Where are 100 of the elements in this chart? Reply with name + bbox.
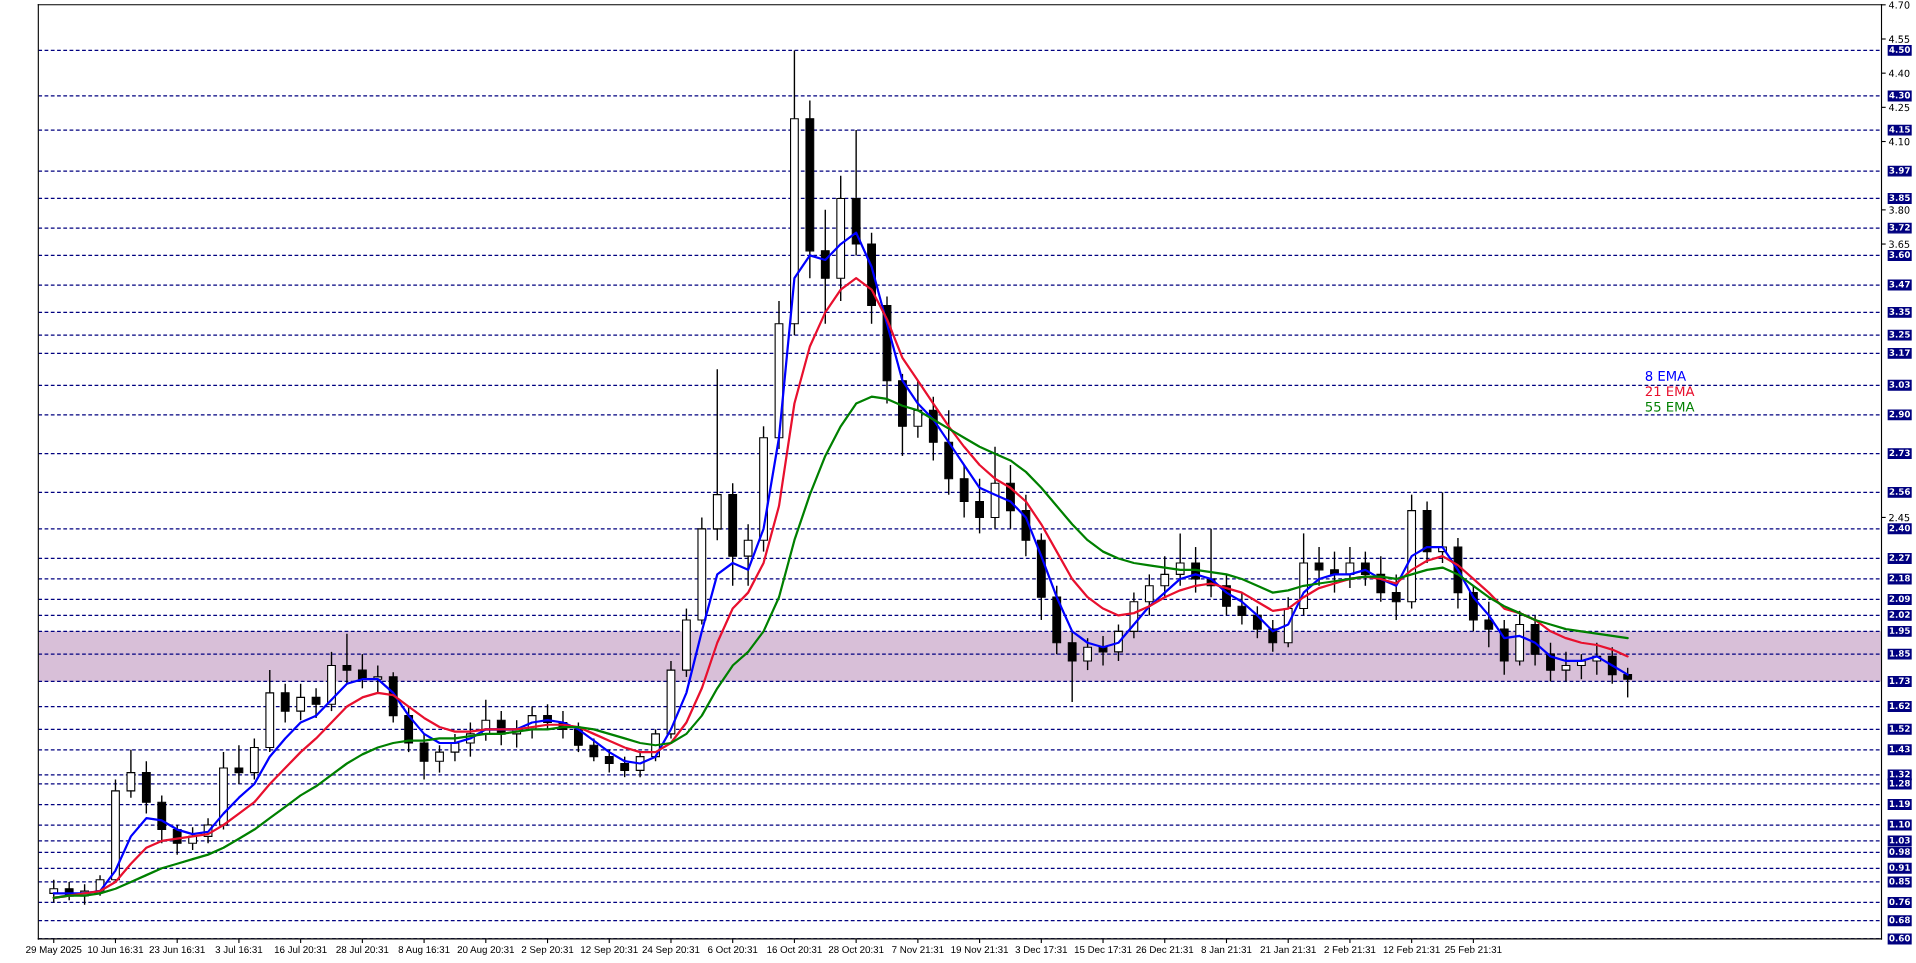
candlestick [573,721,583,753]
x-tick-label: 3 Dec 17:31 [1015,946,1068,954]
candlestick [311,687,321,719]
y-tick-label: 4.10 [1888,137,1910,146]
x-tick-label: 23 Jun 16:31 [149,946,205,954]
x-tick-label: 19 Nov 21:31 [951,946,1009,954]
ref-line-label: 3.97 [1889,167,1910,174]
x-tick-label: 20 Aug 20:31 [457,946,514,955]
ref-line-label: 1.43 [1889,745,1910,753]
ref-line-label: 3.25 [1889,331,1910,338]
ref-line-label: 0.68 [1889,916,1910,924]
x-tick-label: 8 Aug 16:31 [398,946,450,955]
ref-line-label: 0.85 [1889,877,1910,885]
text: 55 EMA [1645,401,1695,412]
candlestick [280,683,290,724]
y-tick-label: 4.40 [1888,69,1910,77]
candlestick [435,744,444,774]
ref-line-label: 1.03 [1889,836,1910,844]
ref-line-label: 0.60 [1889,934,1911,942]
x-tick-label: 12 Feb 21:31 [1383,945,1440,954]
x-tick-label: 3 Jul 16:31 [215,945,263,954]
ref-line-label: 3.85 [1889,194,1910,202]
candlestick [1546,642,1555,683]
ref-line-label: 0.91 [1889,864,1910,871]
candlestick [589,737,599,762]
ref-line-label: 0.76 [1889,898,1910,906]
ref-line-label: 2.90 [1889,410,1911,418]
ref-line-label: 2.56 [1889,488,1910,495]
y-tick-label: 4.70 [1888,1,1910,9]
x-tick-label: 10 Jun 16:31 [88,946,144,954]
candlestick [1083,637,1093,671]
x-tick-label: 2 Feb 21:31 [1324,945,1376,954]
candlestick [1391,573,1401,621]
ref-line-label: 1.95 [1889,627,1910,634]
candlestick [342,632,352,685]
x-tick-label: 6 Oct 20:31 [708,946,758,954]
ref-line-label: 4.15 [1889,126,1910,133]
y-tick-label: 4.25 [1888,103,1910,112]
ref-line-label: 1.10 [1889,820,1911,828]
ref-line-label: 3.60 [1889,251,1911,258]
ref-line-label: 1.85 [1889,650,1910,657]
candlestick [620,755,630,778]
candlestick [1623,667,1633,699]
ref-line-label: 2.27 [1889,554,1910,561]
candlestick [296,683,306,721]
candlestick [1144,573,1154,617]
candlestick [1484,601,1494,648]
candlestick [419,733,429,781]
ref-line-label: 2.73 [1889,449,1910,457]
candlestick [234,744,244,785]
ref-line-label: 1.52 [1889,725,1910,732]
ref-line-label: 2.40 [1889,524,1911,532]
candlestick [1345,546,1355,589]
y-tick-label: 3.80 [1889,206,1910,214]
x-tick-label: 21 Jan 21:31 [1260,946,1316,954]
x-tick-label: 2 Sep 20:31 [521,946,574,955]
x-tick-label: 29 May 2025 [26,946,82,955]
ref-line-label: 3.47 [1889,280,1910,288]
candlestick [604,749,614,774]
candlestick [1237,591,1247,626]
ref-line-label: 3.03 [1889,381,1910,388]
y-tick-label: 2.45 [1889,513,1910,522]
ref-line-label: 2.02 [1889,611,1910,618]
x-tick-label: 8 Jan 21:31 [1201,946,1252,954]
candlestick [1114,623,1123,662]
candlestick [913,380,923,439]
candlestick [1098,635,1108,667]
ref-line-label: 2.09 [1889,595,1910,602]
x-tick-label: 12 Sep 20:31 [581,946,638,955]
x-tick-label: 24 Sep 20:31 [642,946,700,955]
ref-line-label: 2.18 [1889,574,1910,582]
x-tick-label: 28 Oct 20:31 [828,946,884,954]
candlestick [1314,546,1324,587]
line-series [52,395,1629,900]
ref-line-label: 1.73 [1889,677,1910,685]
x-tick-label: 7 Nov 21:31 [892,946,944,954]
candlestick [126,749,136,799]
candlestick [959,464,969,519]
candlestick [49,878,59,904]
x-tick-label: 16 Jul 20:31 [274,945,327,954]
candlestick [450,733,460,762]
ref-line-label: 4.30 [1889,91,1911,99]
x-tick-label: 28 Jul 20:31 [336,945,389,954]
y-tick-label: 3.65 [1889,240,1910,248]
x-tick-label: 16 Oct 20:31 [767,946,822,954]
candlestick [1160,555,1170,598]
ref-line-label: 1.62 [1889,702,1910,710]
candlestick [975,478,985,535]
x-tick-label: 15 Dec 17:31 [1074,946,1132,954]
text: 8 EMA [1645,370,1687,381]
candlestick [1252,605,1262,639]
text: 21 EMA [1645,386,1695,397]
ref-line-label: 4.50 [1889,46,1911,53]
x-tick-label: 25 Feb 21:31 [1445,945,1502,954]
candlestick [357,653,367,690]
ref-line-label: 3.72 [1889,224,1910,231]
ref-line-label: 1.28 [1889,779,1910,787]
ref-line-label: 1.19 [1889,800,1910,808]
candlestick [1561,651,1571,683]
ref-line-label: 0.98 [1889,848,1910,855]
